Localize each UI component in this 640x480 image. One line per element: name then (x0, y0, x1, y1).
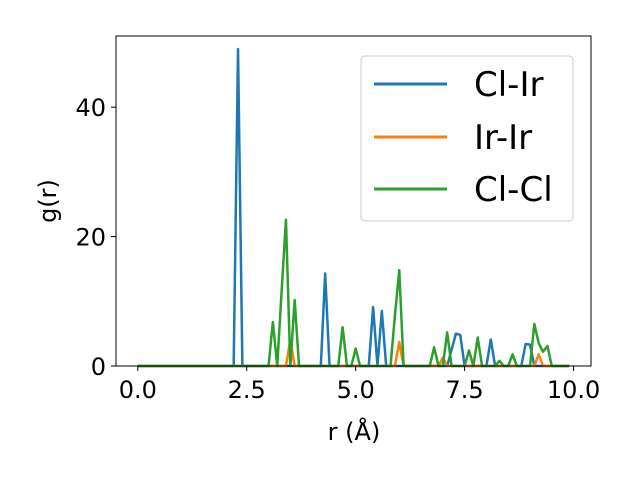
plot-frame (115, 35, 592, 367)
y-tick-label: 40 (75, 94, 106, 122)
tick-layer: 0.0 2.5 5.0 7.5 10.0 0 20 40 (75, 94, 600, 404)
legend-label-cl-ir: Cl-Ir (474, 65, 543, 105)
legend-label-ir-ir: Ir-Ir (474, 118, 532, 158)
legend-label-cl-cl: Cl-Cl (474, 170, 553, 210)
x-tick-label: 5.0 (337, 376, 375, 404)
legend: Cl-Ir Ir-Ir Cl-Cl (360, 55, 574, 222)
x-axis-label: r (Å) (328, 417, 381, 446)
x-tick-label: 2.5 (228, 376, 266, 404)
x-tick-label: 0.0 (119, 376, 157, 404)
y-tick-label: 20 (75, 224, 106, 252)
legend-box (360, 55, 574, 222)
y-axis-label: g(r) (34, 179, 62, 223)
x-tick-label: 7.5 (446, 376, 484, 404)
y-tick-label: 0 (91, 353, 106, 381)
x-tick-label: 10.0 (547, 376, 600, 404)
